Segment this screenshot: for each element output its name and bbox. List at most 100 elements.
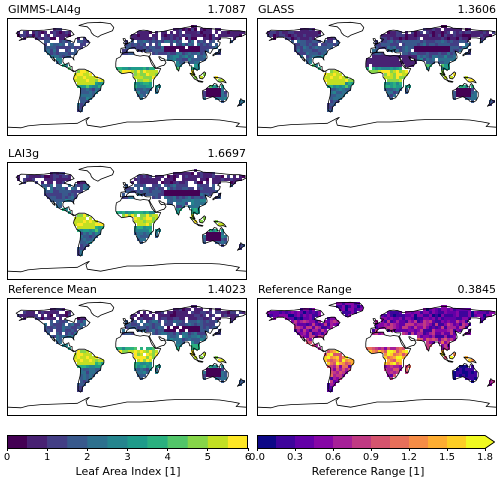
colorbar-leaf-area-index <box>7 434 249 449</box>
colorbar-tick-label: 1 <box>43 452 51 463</box>
map-plot <box>258 21 496 129</box>
colorbar-swatch <box>147 435 168 449</box>
coastline-indonesia2 <box>196 223 204 227</box>
coastline-indonesia2 <box>196 359 204 363</box>
coastline-indonesia1 <box>189 352 198 361</box>
colorbar-range-label: Reference Range [1] <box>311 465 425 478</box>
map-cells <box>267 25 495 112</box>
colorbar-tick-label: 6 <box>244 452 252 463</box>
coastline-africa <box>115 195 162 244</box>
map-lai3g <box>7 162 247 280</box>
coastline-greenland <box>328 301 365 318</box>
map-glass <box>257 18 497 136</box>
colorbar-swatch <box>87 435 108 449</box>
colorbar-tick-label: 2 <box>84 452 91 463</box>
colorbar-tick-mark <box>46 448 48 451</box>
coastline-indonesia2 <box>446 359 454 363</box>
panel-global-mean: 1.7087 <box>207 3 247 16</box>
coastline-indonesia2 <box>446 79 454 83</box>
coastline-japan <box>462 328 472 337</box>
map-plot <box>8 21 246 129</box>
colorbar-swatch <box>227 435 249 449</box>
coastline-newzealand <box>236 98 246 107</box>
coastline-australia <box>452 83 479 103</box>
coastline-newzealand <box>236 378 246 387</box>
colorbar-swatch <box>390 435 410 449</box>
colorbar-swatch <box>466 435 486 449</box>
map-cells <box>17 169 245 256</box>
panel-global-mean: 1.3606 <box>457 3 497 16</box>
coastline-antarctica <box>8 261 246 273</box>
coastline-newzealand <box>236 242 246 251</box>
coastline-japan <box>462 48 472 57</box>
panel-title: LAI3g <box>8 147 40 160</box>
colorbar-outline <box>257 435 496 449</box>
coastline-borneo <box>198 71 207 80</box>
coastline-northAmerica <box>265 308 341 353</box>
colorbar-swatch <box>371 435 391 449</box>
coastline-indonesia2 <box>196 79 204 83</box>
colorbar-tick-mark <box>408 448 410 451</box>
colorbar-tick-mark <box>332 448 334 451</box>
colorbar-extend-arrow <box>485 435 495 449</box>
coastline-australia <box>202 227 229 247</box>
colorbar-tick-label: 3 <box>124 452 131 463</box>
coastline-africa <box>365 51 412 100</box>
coastline-australia <box>452 363 479 383</box>
panel-global-mean: 1.4023 <box>207 283 247 296</box>
colorbar-tick-mark <box>256 448 258 451</box>
colorbar-swatch <box>127 435 148 449</box>
colorbar-swatch <box>428 435 448 449</box>
colorbar-tick-label: 0.6 <box>325 452 341 463</box>
coastline-antarctica <box>8 117 246 129</box>
coastline-gbritain <box>122 182 129 189</box>
coastline-madagascar <box>154 227 161 237</box>
colorbar-tick-mark <box>167 448 169 451</box>
panel-title: GLASS <box>258 3 295 16</box>
colorbar-tick-mark <box>484 448 486 451</box>
coastline-gbritain <box>372 38 379 45</box>
coastline-australia <box>202 363 229 383</box>
coastline-newguinea <box>213 76 227 84</box>
colorbar-swatch <box>187 435 209 449</box>
coastline-eurasia <box>370 305 496 356</box>
panel-global-mean: 0.3845 <box>457 283 497 296</box>
coastline-africa <box>115 331 162 380</box>
colorbar-tick-mark <box>207 448 209 451</box>
coastline-borneo <box>448 351 457 360</box>
coastline-greenland <box>78 165 115 182</box>
colorbar-swatch <box>257 435 277 449</box>
coastline-eurasia <box>120 305 246 356</box>
panel-title: GIMMS-LAI4g <box>8 3 81 16</box>
colorbar-tick-label: 1.5 <box>439 452 455 463</box>
coastline-africa <box>115 51 162 100</box>
map-plot <box>8 165 246 273</box>
coastline-indonesia1 <box>189 72 198 81</box>
colorbar-tick-label: 1.8 <box>477 452 493 463</box>
panel-title: Reference Range <box>258 283 352 296</box>
coastline-borneo <box>448 71 457 80</box>
colorbar-tick-label: 4 <box>164 452 171 463</box>
coastline-japan <box>212 192 222 201</box>
colorbar-tick-mark <box>6 448 8 451</box>
coastline-newzealand <box>486 378 496 387</box>
colorbar-tick-mark <box>127 448 128 451</box>
colorbar-swatch <box>47 435 68 449</box>
colorbar-swatch <box>67 435 88 449</box>
coastline-antarctica <box>258 397 496 409</box>
colorbar-tick-mark <box>247 448 249 451</box>
colorbar-swatch <box>276 435 296 449</box>
coastline-africa <box>365 331 412 380</box>
panel-global-mean: 1.6697 <box>207 147 247 160</box>
coastline-antarctica <box>8 397 246 409</box>
coastline-indonesia1 <box>439 352 448 361</box>
colorbar-range-swatches <box>257 435 496 449</box>
colorbar-swatch <box>409 435 429 449</box>
colorbar-tick-label: 0 <box>3 452 11 463</box>
map-plot <box>8 301 246 409</box>
colorbar-tick-label: 0.0 <box>249 452 265 463</box>
coastline-japan <box>212 328 222 337</box>
colorbar-swatch <box>167 435 189 449</box>
coastline-gbritain <box>372 318 379 325</box>
colorbar-tick-mark <box>86 448 88 451</box>
